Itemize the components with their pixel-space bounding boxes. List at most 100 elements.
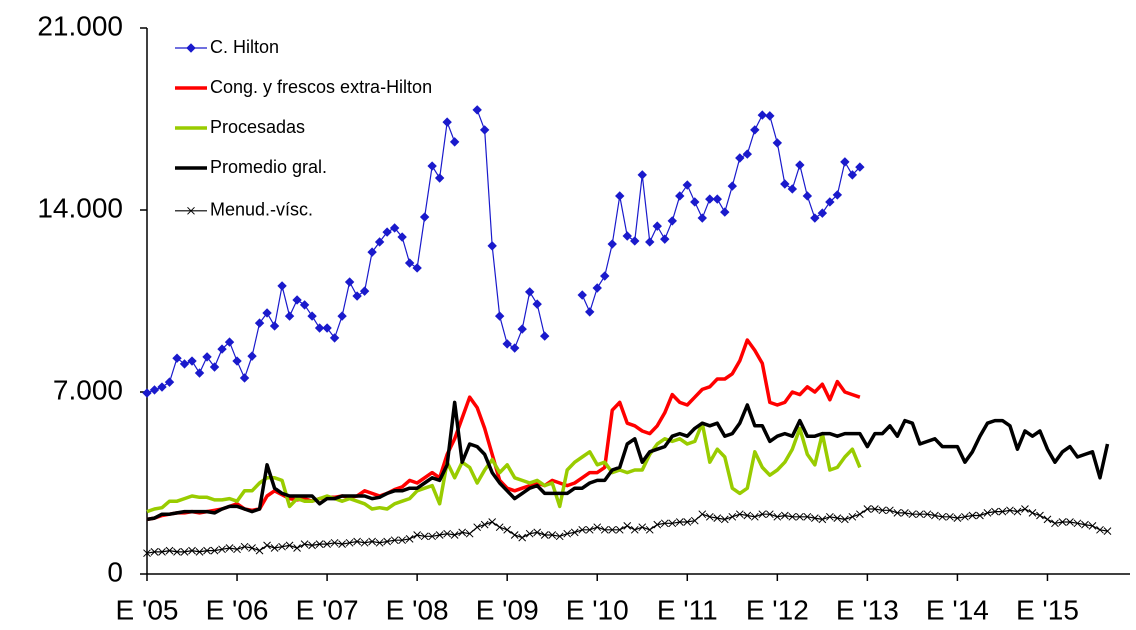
point	[187, 356, 197, 366]
point	[758, 510, 767, 519]
point	[998, 507, 1007, 516]
point	[705, 194, 715, 204]
point	[871, 505, 879, 513]
point	[555, 532, 564, 541]
point	[233, 545, 241, 554]
point	[277, 281, 287, 291]
point	[742, 149, 753, 159]
point	[473, 523, 482, 532]
x-tick-label: E '12	[746, 594, 809, 625]
point	[158, 548, 166, 556]
point	[615, 191, 625, 201]
point	[532, 299, 542, 309]
point	[991, 507, 999, 516]
x-tick-label: E '06	[206, 594, 269, 625]
point	[855, 162, 865, 172]
point	[263, 541, 271, 550]
point	[1006, 506, 1014, 515]
point	[931, 511, 939, 520]
point	[248, 544, 256, 552]
point	[510, 531, 519, 539]
point	[435, 531, 444, 539]
point	[314, 323, 325, 333]
point	[825, 197, 835, 207]
point	[600, 271, 610, 281]
point	[390, 536, 399, 545]
point	[817, 208, 828, 218]
point	[622, 231, 632, 241]
point	[570, 528, 579, 537]
point	[690, 197, 700, 207]
point	[180, 548, 189, 556]
point	[150, 548, 159, 556]
point	[810, 514, 819, 522]
point	[262, 308, 272, 318]
point	[847, 170, 858, 180]
point	[509, 343, 520, 353]
point	[848, 512, 857, 521]
point	[412, 263, 422, 273]
point	[375, 538, 384, 547]
point	[352, 291, 362, 301]
point	[427, 161, 437, 171]
point	[577, 290, 587, 300]
point	[218, 545, 226, 554]
point	[592, 283, 602, 293]
point	[593, 523, 602, 532]
point	[841, 515, 849, 524]
point	[495, 523, 504, 532]
point	[961, 512, 969, 521]
point	[578, 525, 587, 534]
point	[863, 505, 872, 513]
point	[1028, 509, 1037, 517]
point	[660, 234, 670, 244]
y-tick-label: 21.000	[37, 10, 123, 41]
point	[203, 546, 211, 555]
point	[1103, 527, 1112, 535]
point	[787, 184, 798, 194]
point	[675, 518, 684, 526]
point	[488, 518, 497, 526]
point	[329, 333, 340, 343]
point	[833, 514, 842, 522]
point	[450, 531, 459, 539]
point	[727, 181, 738, 191]
point	[652, 221, 662, 231]
x-tick-label: E '07	[296, 594, 359, 625]
point	[398, 536, 406, 545]
point	[465, 529, 474, 538]
y-tick-label: 14.000	[37, 192, 123, 223]
point	[308, 541, 316, 550]
point	[743, 511, 752, 520]
x-tick-label: E '08	[386, 594, 449, 625]
point	[503, 525, 512, 534]
point	[698, 510, 707, 519]
point	[300, 540, 309, 548]
point	[389, 223, 400, 233]
point	[825, 512, 834, 521]
point	[383, 537, 391, 546]
point	[337, 311, 347, 321]
point	[705, 512, 714, 521]
point	[338, 540, 346, 548]
point	[788, 512, 797, 521]
point	[360, 538, 369, 547]
point	[443, 529, 452, 538]
point	[653, 520, 662, 529]
point	[164, 377, 175, 387]
point	[938, 512, 947, 521]
point	[420, 532, 429, 541]
point	[382, 227, 392, 237]
point	[750, 512, 759, 521]
point	[149, 385, 160, 395]
point	[397, 232, 407, 242]
point	[293, 544, 301, 552]
point	[946, 512, 954, 521]
point	[323, 540, 331, 548]
x-tick-label: E '14	[926, 594, 989, 625]
point	[712, 194, 722, 204]
point	[330, 538, 339, 547]
point	[893, 509, 902, 517]
